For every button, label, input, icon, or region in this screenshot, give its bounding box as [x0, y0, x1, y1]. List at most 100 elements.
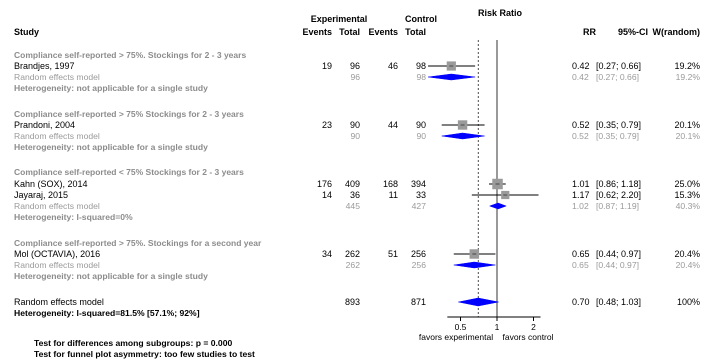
random-effects-label: Random effects model — [14, 201, 100, 211]
control-events: 51 — [388, 249, 398, 259]
random-weight: 40.3% — [676, 201, 701, 211]
study-ci: [0.35; 0.79] — [596, 120, 641, 130]
study-rr: 0.52 — [572, 120, 590, 130]
study-name: Brandjes, 1997 — [14, 61, 75, 71]
plot-title: Risk Ratio — [478, 8, 523, 18]
study-ci: [0.62; 2.20] — [596, 190, 641, 200]
random-weight: 20.4% — [676, 260, 701, 270]
random-rr: 0.65 — [572, 260, 589, 270]
random-ci: [0.35; 0.79] — [596, 131, 639, 141]
control-events: 44 — [388, 120, 398, 130]
random-control-total: 98 — [416, 72, 426, 82]
header-events-experimental: Events — [302, 27, 332, 37]
subgroup-title: Compliance self-reported > 75%. Stocking… — [14, 50, 246, 60]
favors-experimental-label: favors experimental — [419, 332, 493, 342]
experimental-total: 409 — [345, 179, 360, 189]
experimental-events: 23 — [322, 120, 332, 130]
funnel-test-text: Test for funnel plot asymmetry: too few … — [34, 349, 255, 359]
study-weight: 20.1% — [674, 120, 700, 130]
header-events-control: Events — [368, 27, 398, 37]
header-ci: 95%-CI — [618, 27, 648, 37]
experimental-total: 96 — [350, 61, 360, 71]
study-weight: 15.3% — [674, 190, 700, 200]
subgroup-title: Compliance self-reported < 75% Stockings… — [14, 167, 244, 177]
header-experimental: Experimental — [311, 14, 368, 24]
experimental-events: 14 — [322, 190, 332, 200]
overall-experimental-total: 893 — [345, 297, 360, 307]
header-study: Study — [14, 27, 39, 37]
random-control-total: 427 — [412, 201, 427, 211]
subgroup-test-text: Test for differences among subgroups: p … — [34, 338, 232, 348]
random-experimental-total: 96 — [350, 72, 360, 82]
random-weight: 20.1% — [676, 131, 701, 141]
random-weight: 19.2% — [676, 72, 701, 82]
overall-label: Random effects model — [14, 297, 104, 307]
study-weight: 19.2% — [674, 61, 700, 71]
random-ci: [0.87; 1.19] — [596, 201, 639, 211]
experimental-total: 262 — [345, 249, 360, 259]
experimental-total: 90 — [350, 120, 360, 130]
control-events: 46 — [388, 61, 398, 71]
study-weight: 25.0% — [674, 179, 700, 189]
control-events: 168 — [383, 179, 398, 189]
random-ci: [0.27; 0.66] — [596, 72, 639, 82]
control-total: 394 — [411, 179, 426, 189]
study-name: Kahn (SOX), 2014 — [14, 179, 88, 189]
subgroup-title: Compliance self-reported > 75%. Stocking… — [14, 238, 262, 248]
study-rr: 1.17 — [572, 190, 590, 200]
random-effects-label: Random effects model — [14, 260, 100, 270]
experimental-total: 36 — [350, 190, 360, 200]
x-axis-ticks: 0.5 1 2 — [455, 317, 536, 332]
heterogeneity-text: Heterogeneity: not applicable for a sing… — [14, 83, 208, 93]
pooled-diamond — [458, 297, 499, 307]
study-name: Jayaraj, 2015 — [14, 190, 68, 200]
study-name: Prandoni, 2004 — [14, 120, 75, 130]
x-tick-label: 1 — [495, 322, 500, 332]
subgroup-title: Compliance self-reported > 75% Stockings… — [14, 109, 244, 119]
pooled-diamond — [488, 202, 507, 210]
random-control-total: 90 — [416, 131, 426, 141]
random-effects-label: Random effects model — [14, 72, 100, 82]
effect-marks — [428, 61, 539, 307]
study-weight: 20.4% — [674, 249, 700, 259]
study-name: Mol (OCTAVIA), 2016 — [14, 249, 100, 259]
random-rr: 0.42 — [572, 72, 589, 82]
random-rr: 1.02 — [572, 201, 589, 211]
study-ci: [0.27; 0.66] — [596, 61, 641, 71]
header-rr: RR — [583, 27, 596, 37]
header-control: Control — [405, 14, 437, 24]
overall-heterogeneity: Heterogeneity: I-squared=81.5% [57.1%; 9… — [14, 308, 200, 318]
random-control-total: 256 — [412, 260, 427, 270]
study-rr: 1.01 — [572, 179, 590, 189]
pooled-diamond — [428, 73, 476, 81]
random-experimental-total: 445 — [346, 201, 361, 211]
random-effects-label: Random effects model — [14, 131, 100, 141]
control-events: 11 — [389, 190, 398, 200]
random-experimental-total: 90 — [350, 131, 360, 141]
experimental-events: 19 — [322, 61, 332, 71]
overall-rr: 0.70 — [572, 297, 590, 307]
control-total: 33 — [416, 190, 426, 200]
pooled-diamond — [441, 132, 485, 140]
random-rr: 0.52 — [572, 131, 589, 141]
random-ci: [0.44; 0.97] — [596, 260, 639, 270]
overall-ci: [0.48; 1.03] — [596, 297, 641, 307]
study-ci: [0.86; 1.18] — [596, 179, 641, 189]
control-total: 90 — [416, 120, 426, 130]
control-total: 98 — [416, 61, 426, 71]
study-ci: [0.44; 0.97] — [596, 249, 641, 259]
plot-area: 0.5 1 2 favors experimental favors control — [419, 40, 554, 342]
heterogeneity-text: Heterogeneity: I-squared=0% — [14, 212, 133, 222]
study-rr: 0.42 — [572, 61, 590, 71]
random-experimental-total: 262 — [346, 260, 361, 270]
heterogeneity-text: Heterogeneity: not applicable for a sing… — [14, 271, 208, 281]
overall-control-total: 871 — [411, 297, 426, 307]
overall-weight: 100% — [677, 297, 700, 307]
study-rr: 0.65 — [572, 249, 590, 259]
x-tick-label: 0.5 — [455, 322, 467, 332]
favors-control-label: favors control — [502, 332, 553, 342]
heterogeneity-text: Heterogeneity: not applicable for a sing… — [14, 142, 208, 152]
control-total: 256 — [411, 249, 426, 259]
x-tick-label: 2 — [531, 322, 536, 332]
